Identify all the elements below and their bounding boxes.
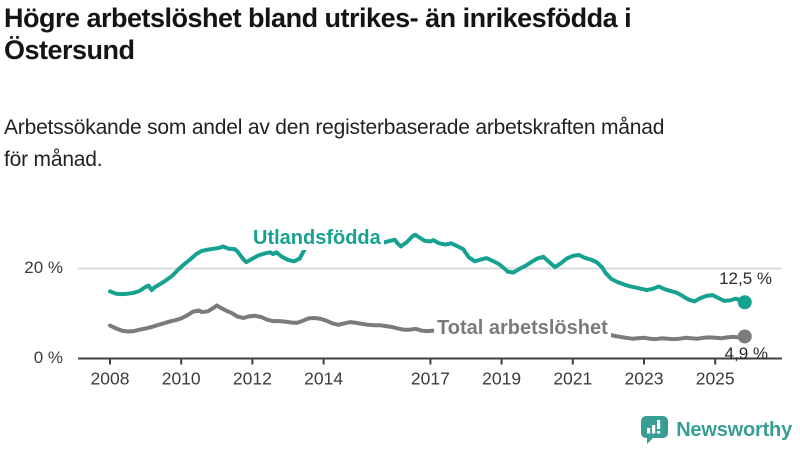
end-value-label-utlandsfodda: 12,5 % [719, 269, 772, 288]
x-tick-label: 2012 [233, 369, 272, 389]
x-tick-label: 2010 [162, 369, 201, 389]
bar-chart-speech-bubble-icon [641, 416, 669, 444]
x-tick-label: 2023 [625, 369, 664, 389]
logo-text: Newsworthy [676, 418, 792, 441]
x-tick-label: 2019 [482, 369, 521, 389]
x-tick-label: 2017 [411, 369, 450, 389]
x-tick-label: 2014 [304, 369, 343, 389]
line-series-1 [108, 303, 747, 342]
newsworthy-logo: Newsworthy [640, 415, 792, 445]
end-dot-series-1 [737, 329, 752, 344]
y-axis-label-0: 0 % [33, 348, 63, 367]
x-tick-label: 2008 [91, 369, 130, 389]
end-value-label-total: 4,9 % [724, 344, 768, 363]
series-label-utlandsfodda: Utlandsfödda [250, 226, 384, 250]
y-axis-label-20: 20 % [24, 258, 63, 277]
line-series-0 [108, 232, 747, 305]
series-label-total: Total arbetslöshet [434, 316, 611, 340]
end-dot-series-0 [737, 295, 752, 310]
page-title: Högre arbetslöshet bland utrikes- än inr… [4, 3, 632, 66]
chart-subtitle: Arbetssökande som andel av den registerb… [4, 116, 665, 171]
x-tick-label: 2025 [696, 369, 735, 389]
x-tick-label: 2021 [553, 369, 592, 389]
